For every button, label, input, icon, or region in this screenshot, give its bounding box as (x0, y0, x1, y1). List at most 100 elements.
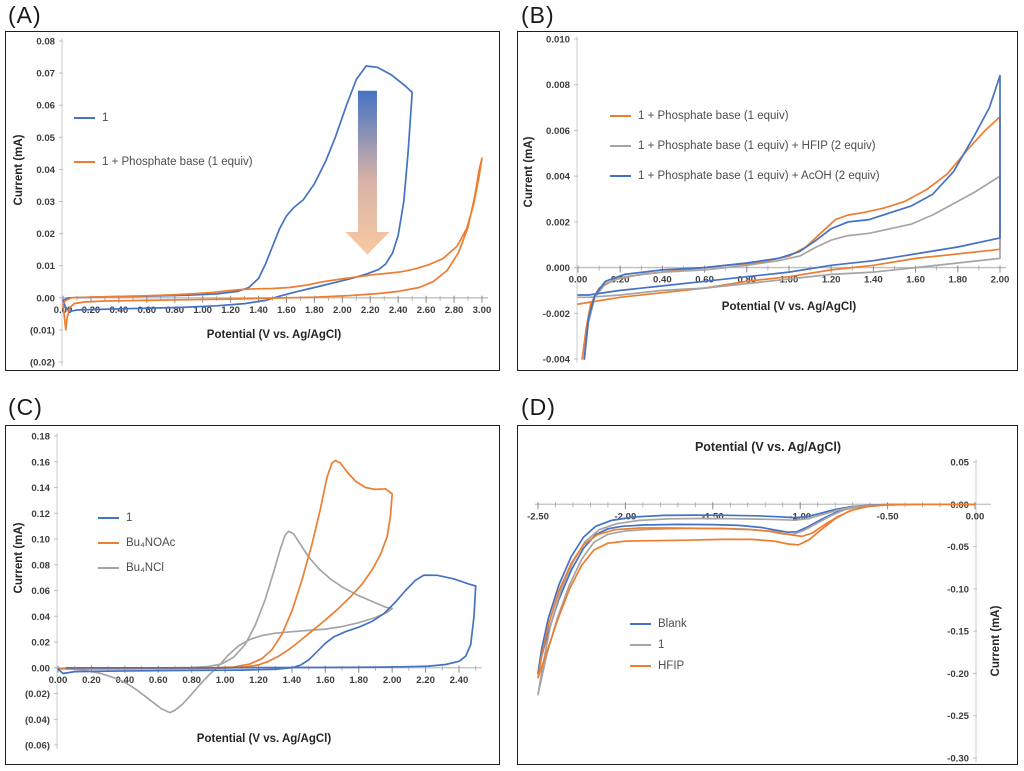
legend-item: 1 (98, 510, 175, 526)
x-tick-label: 2.00 (991, 275, 1010, 286)
x-tick-label: 2.20 (416, 675, 435, 686)
legend-label: Bu₄NCl (126, 562, 164, 574)
y-tick-label: 0.08 (36, 37, 55, 48)
y-tick-label: 0.06 (36, 101, 55, 112)
legend-line-swatch (630, 665, 651, 667)
x-tick-label: 0.20 (82, 675, 101, 686)
y-tick-label: 0.002 (546, 217, 570, 228)
cv-chart-a: 0.00 0.20 0.40 0.60 0.80 1.00 1.20 1.40 1.60 1.80… (13, 37, 492, 369)
x-tick-label: 0.40 (110, 305, 129, 316)
y-tick-label: 0.07 (36, 69, 55, 80)
y-tick-label: 0.03 (36, 197, 55, 208)
chart-panel-a: 0.00 0.20 0.40 0.60 0.80 1.00 1.20 1.40 1.60 1.80… (5, 31, 500, 371)
y-tick-label: 0.12 (31, 509, 50, 520)
panel-label-b: (B) (521, 2, 555, 28)
y-tick-label: 0.010 (546, 35, 570, 46)
x-tick-label: 1.20 (822, 275, 841, 286)
x-tick-label: 0.80 (165, 305, 184, 316)
y-tick-label: -0.15 (947, 627, 970, 638)
cv-chart-c: 0.00 0.20 0.40 0.60 0.80 1.00 1.20 1.40 1.60 1.80… (13, 432, 482, 752)
y-tick-label: 0.02 (36, 229, 55, 240)
x-tick-label: 1.80 (349, 675, 368, 686)
y-tick-label: 0.01 (36, 261, 55, 272)
legend-line-swatch (74, 161, 95, 163)
legend-label: HFIP (658, 660, 685, 672)
y-tick-label: 0.05 (36, 133, 55, 144)
x-tick-label: 0.60 (149, 675, 168, 686)
y-tick-label: -0.10 (947, 584, 969, 595)
cv-chart-d: -2.50 -2.00 -1.50 -1.00 -0.50 0.000.050.00-0.… (527, 440, 1002, 765)
y-tick-label: (0.06) (25, 741, 50, 752)
legend-line-swatch (610, 175, 631, 177)
y-axis-title: Current (mA) (13, 522, 25, 593)
x-tick-label: 1.20 (249, 675, 268, 686)
x-axis-title: Potential (V vs. Ag/AgCl) (695, 440, 841, 454)
x-tick-label: 0.40 (115, 675, 134, 686)
y-tick-label: 0.04 (36, 165, 55, 176)
chart-panel-b: 0.00 0.20 0.40 0.60 0.80 1.00 1.20 1.40 1.60 1.80… (517, 31, 1018, 371)
y-axis-title: Current (mA) (523, 136, 535, 207)
legend-line-swatch (74, 117, 95, 119)
series-line-bu-noac (57, 459, 394, 670)
legend-label: Bu₄NOAc (126, 537, 176, 549)
legend-item: Bu₄NCl (98, 560, 175, 576)
legend-label: 1 (658, 639, 665, 651)
x-tick-label: 1.20 (221, 305, 240, 316)
x-tick-label: 0.60 (695, 275, 714, 286)
x-tick-label: 0.20 (611, 275, 630, 286)
y-tick-label: 0.00 (950, 500, 969, 511)
legend-label: 1 + Phosphate base (1 equiv) (102, 156, 253, 168)
x-axis-title: Potential (V vs. Ag/AgCl) (197, 733, 332, 745)
cv-chart-b: 0.00 0.20 0.40 0.60 0.80 1.00 1.20 1.40 1.60 1.80… (523, 35, 1010, 366)
y-tick-label: 0.00 (36, 293, 55, 304)
x-tick-label: 2.60 (417, 305, 436, 316)
legend-label: 1 (126, 512, 133, 524)
legend-label: 1 + Phosphate base (1 equiv) (638, 110, 789, 122)
legend-label: 1 + Phosphate base (1 equiv) + AcOH (2 e… (638, 170, 880, 182)
y-tick-label: 0.02 (31, 638, 50, 649)
y-tick-label: 0.16 (31, 457, 50, 468)
legend-label: Blank (658, 618, 687, 630)
legend: 1 Bu₄NOAc Bu₄NCl (98, 510, 175, 585)
y-tick-label: (0.01) (30, 325, 55, 336)
x-tick-label: 0.00 (966, 511, 985, 522)
y-tick-label: 0.18 (31, 432, 50, 443)
legend-item: 1 + Phosphate base (1 equiv) + AcOH (2 e… (610, 168, 880, 184)
y-tick-label: 0.04 (31, 612, 50, 623)
legend-item: 1 + Phosphate base (1 equiv) (74, 154, 253, 170)
y-tick-label: 0.004 (546, 172, 571, 183)
y-tick-label: 0.008 (546, 80, 571, 91)
chart-panel-c: 0.00 0.20 0.40 0.60 0.80 1.00 1.20 1.40 1.60 1.80… (5, 425, 500, 765)
y-tick-label: -0.30 (947, 754, 969, 765)
y-tick-label: -0.002 (543, 309, 570, 320)
series-line-1 (537, 503, 976, 696)
x-tick-label: 1.60 (906, 275, 925, 286)
x-tick-label: 2.00 (333, 305, 352, 316)
legend-line-swatch (630, 644, 651, 646)
panel-label-c: (C) (8, 394, 43, 420)
x-tick-label: 1.00 (216, 675, 235, 686)
y-tick-label: -0.25 (947, 711, 970, 722)
x-tick-label: -2.00 (614, 511, 636, 522)
x-tick-label: 2.40 (450, 675, 469, 686)
series-line-bu-ncl (57, 530, 394, 714)
x-tick-label: 1.40 (249, 305, 268, 316)
y-tick-label: 0.10 (31, 535, 50, 546)
x-tick-label: -1.50 (702, 511, 724, 522)
x-tick-label: 3.00 (473, 305, 492, 316)
x-axis-title: Potential (V vs. Ag/AgCl) (722, 301, 857, 313)
y-tick-label: 0.00 (31, 663, 50, 674)
x-tick-label: 1.40 (283, 675, 302, 686)
legend: 1 1 + Phosphate base (1 equiv) (74, 110, 253, 198)
y-tick-label: 0.006 (546, 126, 570, 137)
x-tick-label: 1.40 (864, 275, 883, 286)
y-tick-label: 0.000 (546, 263, 570, 274)
x-tick-label: 0.60 (137, 305, 156, 316)
legend-item: 1 (630, 637, 687, 653)
x-tick-label: 1.60 (277, 305, 296, 316)
x-tick-label: 1.60 (316, 675, 335, 686)
y-tick-label: 0.06 (31, 586, 50, 597)
y-axis-title: Current (mA) (13, 134, 25, 205)
series-line-hfip (537, 503, 976, 679)
